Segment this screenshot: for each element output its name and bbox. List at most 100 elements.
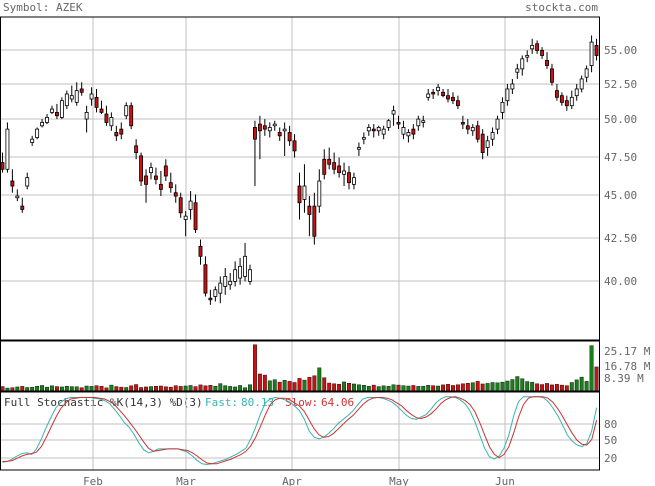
volume-bar [510, 379, 515, 392]
price-frame [0, 16, 600, 341]
volume-bar [69, 386, 74, 392]
volume-bar [441, 384, 445, 392]
volume-bar [337, 383, 342, 392]
volume-bar [178, 386, 183, 392]
price-tick-label: 52.50 [604, 78, 637, 91]
volume-bar [203, 385, 208, 392]
volume-bar [238, 385, 243, 392]
stochastic-tick-label: 20 [604, 452, 617, 465]
volume-bar [173, 385, 178, 392]
candle-up [272, 123, 277, 127]
slow-value: 64.06 [321, 396, 354, 409]
volume-bar [505, 380, 510, 392]
candle-down [550, 68, 554, 83]
price-tick-label: 45.00 [604, 189, 637, 202]
volume-bar [574, 379, 579, 392]
candle-up [223, 276, 228, 287]
volume-bar [317, 367, 322, 392]
candle-down [455, 100, 460, 107]
candle-down [475, 125, 480, 140]
stochastic-tick-label: 80 [604, 418, 617, 431]
volume-bar [228, 386, 233, 392]
stochastic-title: Full Stochastic %K(14,3) %D(3) [4, 396, 203, 409]
volume-bar [376, 386, 381, 392]
volume-bar [287, 381, 292, 392]
candle-up [69, 95, 74, 100]
candle-up [218, 282, 223, 294]
month-label: Mar [176, 475, 196, 486]
volume-bar [144, 386, 148, 392]
candle-down [332, 162, 337, 170]
candle-down [564, 100, 569, 107]
fast-value: 80.13 [241, 396, 274, 409]
volume-bar [94, 385, 99, 392]
volume-bar [579, 376, 584, 392]
volume-bar [193, 386, 198, 392]
candle-up [500, 101, 505, 113]
volume-bar [50, 385, 54, 392]
candle-down [337, 165, 342, 174]
volume-bar [267, 380, 272, 392]
volume-bar [119, 386, 124, 392]
volume-bar [327, 382, 332, 392]
candle-down [257, 123, 262, 132]
volume-bar [446, 384, 450, 392]
candle-up [84, 111, 89, 120]
candle-up [228, 281, 233, 286]
volume-bar [356, 384, 361, 392]
volume-bar [352, 383, 356, 392]
candle-up [356, 147, 361, 150]
volume-bar [277, 381, 282, 392]
candle-down [139, 155, 144, 182]
volume-bar [134, 384, 139, 392]
month-label: May [389, 475, 409, 486]
stochastic-panel: Full Stochastic %K(14,3) %D(3) Fast: 80.… [0, 391, 617, 471]
candle-up [470, 127, 475, 132]
volume-bar [530, 382, 535, 392]
volume-bar [40, 385, 45, 392]
volume-bar [257, 373, 262, 392]
candle-down [0, 162, 5, 170]
volume-bar [223, 385, 228, 392]
candle-down [540, 50, 545, 56]
candle-down [114, 132, 119, 137]
candle-up [124, 105, 129, 117]
volume-bar [297, 378, 302, 392]
candle-down [480, 133, 485, 153]
price-tick-label: 50.00 [604, 113, 637, 126]
volume-bar [109, 384, 114, 392]
volume-bar [495, 382, 500, 392]
candle-up [485, 140, 490, 148]
candle-up [352, 177, 356, 185]
volume-bar [589, 345, 594, 392]
volume-bar [302, 379, 307, 392]
candle-up [505, 88, 510, 102]
candle-down [441, 91, 445, 97]
candle-down [163, 165, 168, 177]
candle-down [535, 43, 540, 51]
candle-up [574, 88, 579, 97]
candle-down [307, 205, 312, 215]
volume-bar [594, 366, 599, 392]
volume-bar [129, 385, 134, 392]
candle-up [520, 58, 525, 70]
candle-down [460, 122, 465, 125]
volume-bar [322, 377, 327, 392]
candle-down [322, 158, 327, 175]
candle-up [515, 68, 520, 73]
volume-bar [455, 384, 460, 392]
volume-bar [569, 382, 574, 392]
volume-bar [396, 384, 401, 392]
volume-bar [535, 383, 540, 392]
symbol-label: Symbol: AZEK [3, 1, 83, 14]
volume-bar [15, 386, 20, 392]
volume-bar [198, 384, 203, 392]
volume-bar [520, 378, 525, 392]
candle-up [50, 108, 54, 113]
candle-down [262, 125, 267, 130]
candle-up [406, 132, 411, 137]
candle-up [15, 195, 20, 199]
candle-down [178, 197, 183, 214]
candle-down [20, 205, 25, 210]
candle-up [510, 83, 515, 90]
